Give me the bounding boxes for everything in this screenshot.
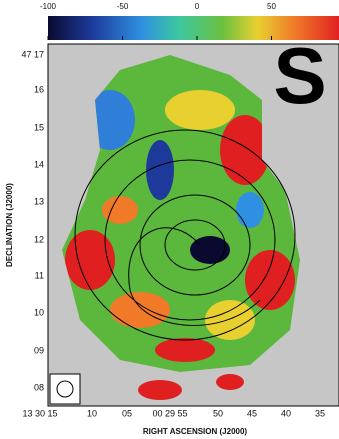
- x-tick-label: 05: [122, 408, 132, 418]
- y-tick-label: 47 17: [21, 49, 44, 59]
- y-tick-label: 08: [34, 382, 44, 392]
- y-axis-title: DECLINATION (J2000): [5, 183, 14, 267]
- x-tick-label: 45: [247, 408, 257, 418]
- x-tick-label: 40: [281, 408, 291, 418]
- x-tick-label: 50: [213, 408, 223, 418]
- y-tick-label: 15: [34, 122, 44, 132]
- y-tick-label: 09: [34, 345, 44, 355]
- x-tick-label: 35: [315, 408, 325, 418]
- colorbar-tick-label: 0: [195, 2, 200, 11]
- colorbar-tick-label: -100: [40, 2, 57, 11]
- x-tick-label: 13 30 15: [22, 408, 57, 418]
- blob: [138, 380, 182, 400]
- contours: [74, 129, 296, 341]
- x-axis-title: RIGHT ASCENSION (J2000): [143, 427, 248, 436]
- x-tick-label: 00 29 55: [152, 408, 187, 418]
- y-tick-label: 11: [35, 270, 44, 280]
- y-tick-label: 13: [34, 196, 44, 206]
- y-tick-label: 16: [34, 84, 44, 94]
- blob: [216, 374, 244, 390]
- beam: [56, 380, 74, 398]
- colorbar-tick-label: 50: [267, 2, 276, 11]
- colorbar: [48, 16, 339, 40]
- panel-label: S: [273, 31, 326, 120]
- beam-box: [49, 373, 81, 405]
- x-tick-label: 10: [87, 408, 97, 418]
- y-tick-label: 12: [34, 234, 44, 244]
- y-tick-label: 14: [34, 159, 44, 169]
- colorbar-tick-label: -50: [117, 2, 129, 11]
- y-tick-label: 10: [34, 307, 44, 317]
